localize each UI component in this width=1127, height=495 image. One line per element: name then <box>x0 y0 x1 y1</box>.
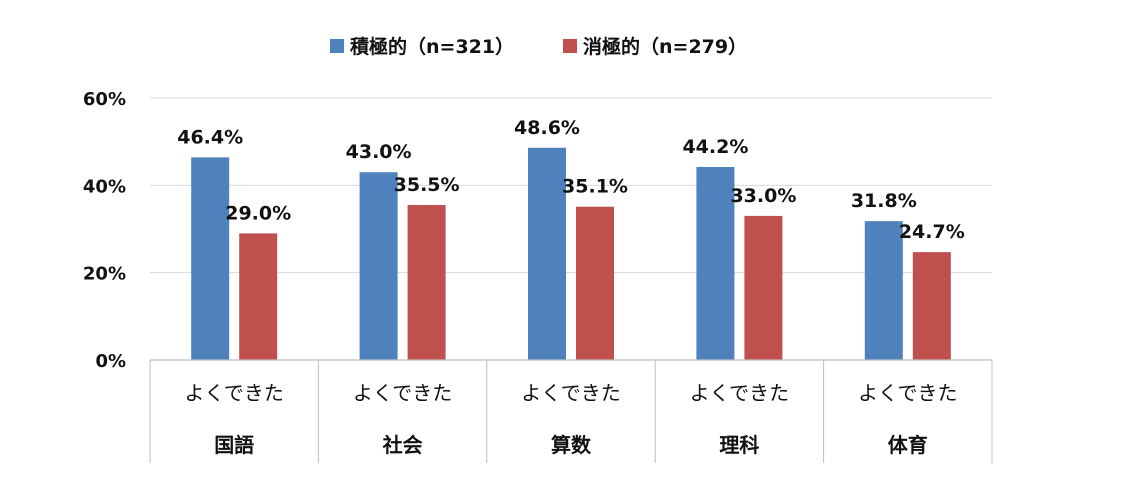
legend-label-0: 積極的（n=321） <box>350 35 514 58</box>
category-main-label: 体育 <box>888 433 928 457</box>
y-tick-label: 40% <box>83 176 126 197</box>
bar-passive-2 <box>576 206 614 360</box>
bar-value-label: 43.0% <box>346 141 412 163</box>
y-tick-label: 60% <box>83 89 126 110</box>
bar-active-2 <box>528 147 566 360</box>
bar-value-label: 35.5% <box>394 174 460 196</box>
bar-value-label: 46.4% <box>177 126 243 148</box>
category-main-label: 算数 <box>551 433 592 457</box>
bar-value-label: 24.7% <box>899 221 965 243</box>
bar-value-label: 44.2% <box>682 136 748 158</box>
bar-value-label: 31.8% <box>851 190 917 212</box>
category-sub-label: よくできた <box>184 381 283 405</box>
category-sub-label: よくできた <box>858 381 957 405</box>
y-tick-label: 0% <box>95 351 126 372</box>
legend-swatch-0 <box>330 39 344 53</box>
y-axis-ticks: 0% 20% 40% 60% <box>83 89 126 372</box>
bar-active-3 <box>696 166 735 360</box>
category-sub-label: よくできた <box>353 381 452 405</box>
category-main-label: 国語 <box>214 433 254 457</box>
bar-passive-4 <box>912 252 951 360</box>
bar-passive-1 <box>407 204 446 360</box>
category-main-label: 社会 <box>382 433 423 457</box>
bar-active-1 <box>359 172 398 360</box>
bar-value-labels: 46.4% 29.0% 43.0% 35.5% 48.6% 35.1% 44.2% 33.0%… <box>177 117 965 243</box>
category-sub-label: よくできた <box>521 381 620 405</box>
legend-label-1: 消極的（n=279） <box>583 35 747 58</box>
bar-passive-3 <box>744 215 783 360</box>
gridlines <box>150 97 992 274</box>
y-tick-label: 20% <box>83 264 126 285</box>
bar-passive-0 <box>239 233 278 360</box>
bar-value-label: 48.6% <box>514 117 580 139</box>
legend-swatch-1 <box>563 39 577 53</box>
category-sub-label: よくできた <box>690 381 789 405</box>
category-main-label: 理科 <box>719 433 759 457</box>
bar-value-label: 35.1% <box>562 176 628 198</box>
bar-active-4 <box>864 221 903 360</box>
bar-value-label: 33.0% <box>730 185 796 207</box>
bars <box>191 147 951 360</box>
legend: 積極的（n=321） 消極的（n=279） <box>330 35 747 58</box>
bar-active-0 <box>191 157 230 360</box>
bar-value-label: 29.0% <box>225 202 291 224</box>
